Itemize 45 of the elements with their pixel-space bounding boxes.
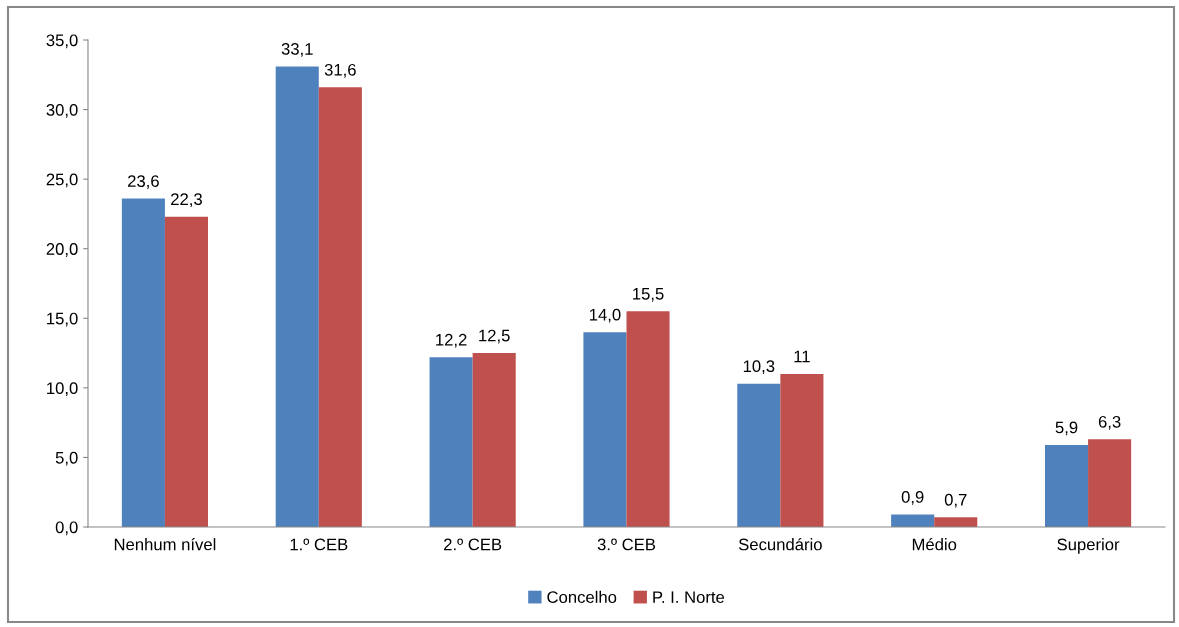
data-label: 15,5 [633,288,664,302]
x-tick-label: Médio [912,537,957,551]
bar [583,332,627,527]
bar [1088,439,1132,527]
legend-label: P. I. Norte [653,591,725,604]
x-tick-label: 3.º CEB [597,538,656,551]
data-label: 10,3 [743,360,775,375]
bar [472,353,516,527]
data-label: 11 [794,350,810,363]
bar [1044,444,1089,527]
data-label: 5,9 [1055,421,1078,436]
bar [318,87,362,527]
bar [121,198,165,527]
x-tick-label: 2.º CEB [444,538,502,551]
data-label: 23,6 [128,175,159,189]
bar [275,66,319,527]
y-tick-label: 25,0 [46,173,78,188]
data-label: 12,2 [436,333,467,348]
legend-label: Concelho [547,590,617,604]
data-label: 14,0 [590,308,621,323]
data-label: 22,3 [171,193,202,208]
bar [737,383,781,527]
data-label: 6,3 [1098,415,1121,430]
bar [934,517,978,527]
y-tick-label: 0,0 [55,521,78,536]
x-tick-label: 1.º CEB [290,538,348,551]
y-tick-label: 15,0 [47,312,78,327]
y-tick-label: 20,0 [46,243,78,257]
x-tick-label: Secundário [738,537,822,551]
bar [429,357,473,527]
data-label: 12,5 [479,329,510,344]
bar [626,311,670,527]
y-tick-label: 35,0 [46,34,78,49]
bar [164,216,209,527]
y-tick-label: 5,0 [55,451,78,466]
bar [891,514,935,527]
data-label: 31,6 [324,63,356,78]
x-tick-label: Nenhum nível [114,537,216,551]
bar [780,373,824,527]
y-tick-label: 10,0 [47,382,78,397]
data-label: 33,1 [281,43,313,57]
x-tick-label: Superior [1057,538,1120,554]
data-label: 0,7 [944,493,967,508]
data-label: 0,9 [901,491,924,505]
y-tick-label: 30,0 [46,103,78,118]
